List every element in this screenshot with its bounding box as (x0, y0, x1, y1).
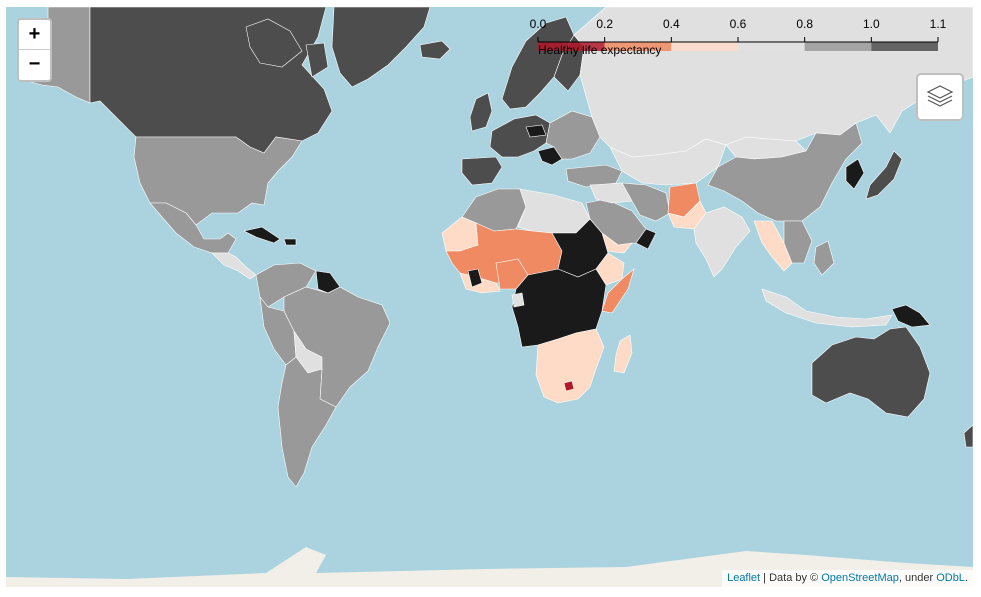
country-japan[interactable] (865, 150, 903, 200)
legend-color-swatch (604, 42, 672, 51)
country-iran[interactable] (621, 182, 671, 222)
legend-tick-label: 1.1 (929, 17, 947, 31)
country-cuba[interactable] (243, 226, 281, 244)
country-china[interactable] (707, 122, 863, 222)
attribution-separator: | Data by © (760, 572, 822, 584)
openstreetmap-link[interactable]: OpenStreetMap (821, 572, 899, 584)
zoom-in-button[interactable]: + (19, 20, 50, 50)
country-north-korea[interactable] (845, 158, 865, 190)
odbl-link[interactable]: ODbL (936, 572, 965, 584)
country-haiti[interactable] (283, 238, 297, 246)
country-mexico[interactable] (149, 202, 237, 254)
country-philippines[interactable] (813, 240, 835, 276)
legend-tick-label: 0.4 (662, 17, 680, 31)
country-spain-portugal[interactable] (461, 156, 503, 186)
leaflet-link[interactable]: Leaflet (727, 572, 761, 584)
attribution-under: , under (898, 572, 937, 584)
legend-tick-label: 0.0 (529, 17, 547, 31)
country-uk[interactable] (469, 92, 493, 132)
region-western-europe[interactable] (489, 114, 551, 158)
country-canada-islands[interactable] (245, 18, 329, 78)
legend-tick-label: 1.0 (862, 17, 880, 31)
legend-tick-label: 0.8 (796, 17, 813, 31)
country-oman[interactable] (635, 228, 657, 250)
region-central-asia[interactable] (609, 138, 727, 186)
attribution-end: . (964, 572, 968, 584)
country-new-zealand[interactable] (963, 424, 973, 448)
region-eastern-europe[interactable] (545, 110, 601, 160)
country-papua-new-guinea[interactable] (891, 304, 931, 328)
country-myanmar-thailand[interactable] (753, 220, 793, 272)
legend-color-swatch (538, 42, 605, 51)
legend-tick-label: 0.6 (729, 17, 747, 31)
country-ghana[interactable] (467, 268, 483, 288)
region-indonesia[interactable] (761, 288, 893, 328)
legend-caption: Healthy life expectancy (538, 43, 662, 57)
country-greenland[interactable] (331, 7, 431, 88)
map-canvas[interactable] (6, 7, 973, 587)
region-southern-africa[interactable] (535, 328, 605, 404)
country-balkans[interactable] (537, 146, 563, 166)
layers-control-button[interactable] (916, 73, 964, 121)
legend-color-swatch (671, 42, 738, 51)
country-iceland[interactable] (419, 40, 451, 60)
country-iraq-syria[interactable] (589, 182, 633, 204)
map-container[interactable]: 0.0 0.2 0.4 0.6 0.8 1.0 1.1 Healthy life expec… (6, 7, 973, 587)
layers-icon (926, 85, 954, 107)
legend-color-swatch (804, 42, 872, 51)
country-belarus[interactable] (525, 124, 547, 138)
legend-tick-label: 0.2 (596, 17, 613, 31)
zoom-control: + − (17, 18, 52, 82)
legend-color-swatch (738, 42, 805, 51)
country-lesotho[interactable] (563, 380, 575, 392)
country-madagascar[interactable] (613, 334, 633, 374)
country-somalia[interactable] (601, 268, 635, 314)
country-australia[interactable] (811, 326, 931, 418)
country-turkey[interactable] (565, 164, 623, 188)
country-argentina-chile[interactable] (277, 356, 337, 488)
map-attribution: Leaflet | Data by © OpenStreetMap, under… (722, 570, 973, 587)
legend-color-swatch (871, 42, 938, 51)
country-cameroon-gabon[interactable] (511, 292, 525, 308)
country-india[interactable] (693, 206, 751, 278)
legend-colorbar (537, 37, 939, 51)
zoom-out-button[interactable]: − (28, 53, 41, 75)
color-legend: 0.0 0.2 0.4 0.6 0.8 1.0 1.1 Healthy life expec… (529, 17, 947, 59)
region-indochina[interactable] (783, 220, 813, 264)
